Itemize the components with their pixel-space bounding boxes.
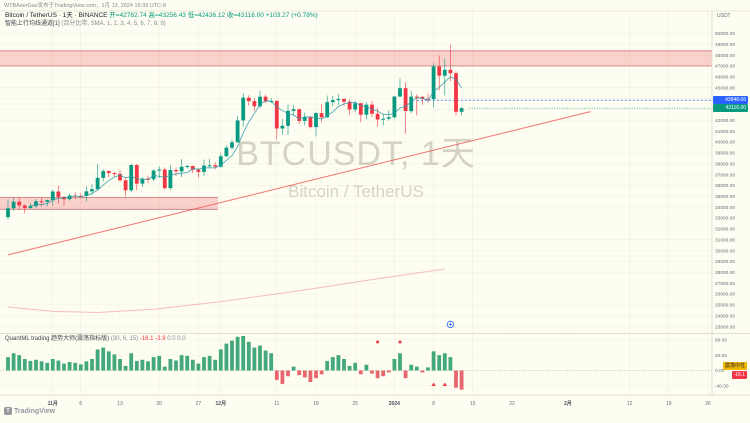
tradingview-icon: T bbox=[4, 407, 12, 415]
price-badge-blue: 43848.66 bbox=[713, 96, 748, 105]
svg-text:80.00: 80.00 bbox=[715, 338, 727, 344]
svg-text:18: 18 bbox=[313, 401, 319, 407]
svg-text:36000.00: 36000.00 bbox=[715, 183, 735, 189]
event-marker[interactable] bbox=[446, 320, 454, 328]
ohlc-open: 开=42782.74 bbox=[109, 12, 147, 19]
svg-text:34000.00: 34000.00 bbox=[715, 205, 735, 211]
oscillator-badge-neutral: 震荡中性 bbox=[722, 362, 747, 370]
svg-text:20: 20 bbox=[156, 401, 162, 407]
svg-text:50000.00: 50000.00 bbox=[715, 31, 735, 37]
tradingview-logo[interactable]: T TradingView bbox=[4, 407, 55, 415]
oscillator-badge-value: -16.1 bbox=[731, 371, 747, 379]
svg-text:32000.00: 32000.00 bbox=[715, 227, 735, 233]
svg-text:33000.00: 33000.00 bbox=[715, 216, 735, 222]
svg-text:42000.00: 42000.00 bbox=[715, 118, 735, 124]
attribution-bar: WTBAzerGaz发布于TradingView.com，1月 13, 2024… bbox=[4, 3, 167, 9]
svg-text:40.00: 40.00 bbox=[715, 353, 727, 359]
oscillator-name[interactable]: QuantML trading 趋势大师(震荡指标版) bbox=[5, 336, 110, 342]
svg-text:28000.00: 28000.00 bbox=[715, 270, 735, 276]
svg-text:41000.00: 41000.00 bbox=[715, 129, 735, 135]
oscillator-legend[interactable]: QuantML trading 趋势大师(震荡指标版) (30, 6, 15) … bbox=[5, 333, 186, 342]
oscillator-histogram bbox=[6, 336, 464, 390]
symbol-title[interactable]: Bitcoin / TetherUS · 1天 · BINANCE bbox=[5, 12, 108, 19]
price-badge-last: 43116.00 bbox=[713, 104, 748, 113]
indicator-row[interactable]: 智能上行均线通道[1] (百分比带, SMA, 1, 2, 3, 4, 5, 6… bbox=[5, 20, 318, 28]
svg-text:12月: 12月 bbox=[216, 400, 227, 407]
svg-text:11月: 11月 bbox=[48, 400, 58, 407]
watermark-name: Bitcoin / TetherUS bbox=[288, 182, 424, 201]
oscillator-value-3: 0.0 bbox=[167, 336, 176, 342]
candlesticks bbox=[6, 44, 464, 220]
resistance-zone-left bbox=[0, 197, 218, 210]
svg-text:27: 27 bbox=[196, 401, 202, 407]
svg-text:29000.00: 29000.00 bbox=[715, 259, 735, 265]
tradingview-logo-text: TradingView bbox=[14, 407, 56, 415]
oscillator-value-4: 0.0 bbox=[177, 336, 186, 342]
svg-text:26000.00: 26000.00 bbox=[715, 292, 735, 298]
svg-text:47000.00: 47000.00 bbox=[715, 64, 735, 70]
svg-text:0.00: 0.00 bbox=[715, 368, 725, 374]
chart-legend: Bitcoin / TetherUS · 1天 · BINANCE 开=4278… bbox=[5, 12, 318, 28]
oscillator-value-1: -16.1 bbox=[139, 336, 154, 342]
svg-text:15: 15 bbox=[470, 401, 476, 407]
svg-text:12: 12 bbox=[627, 401, 633, 407]
svg-text:38000.00: 38000.00 bbox=[715, 161, 735, 167]
oscillator-params: (30, 6, 15) bbox=[110, 336, 139, 342]
ohlc-high: 高=43256.43 bbox=[148, 12, 186, 19]
time-axis[interactable]: 11月 6 13 20 27 12月 11 18 25 2024 8 15 22 2月 12 19 26 bbox=[48, 400, 711, 407]
svg-text:35000.00: 35000.00 bbox=[715, 194, 735, 200]
svg-text:45000.00: 45000.00 bbox=[715, 85, 735, 91]
ascending-trendline bbox=[7, 111, 591, 256]
svg-text:48000.00: 48000.00 bbox=[715, 53, 735, 59]
svg-text:6: 6 bbox=[79, 401, 82, 407]
svg-text:31000.00: 31000.00 bbox=[715, 237, 735, 243]
svg-text:13: 13 bbox=[117, 401, 123, 407]
svg-text:30000.00: 30000.00 bbox=[715, 248, 735, 254]
svg-text:39000.00: 39000.00 bbox=[715, 151, 735, 157]
ohlc-low: 低=42436.12 bbox=[187, 12, 226, 19]
resistance-zone-upper bbox=[0, 50, 712, 66]
svg-text:22: 22 bbox=[509, 401, 515, 407]
svg-text:25000.00: 25000.00 bbox=[715, 303, 735, 309]
ohlc-change: +103.27 (+0.78%) bbox=[265, 12, 318, 19]
svg-text:25: 25 bbox=[352, 401, 358, 407]
indicator-name[interactable]: 智能上行均线通道[1] bbox=[5, 21, 60, 27]
price-axis-unit: USDT bbox=[717, 13, 731, 19]
svg-text:26: 26 bbox=[705, 401, 711, 407]
svg-text:49000.00: 49000.00 bbox=[715, 42, 735, 48]
oscillator-markers bbox=[376, 340, 447, 386]
svg-text:2024: 2024 bbox=[389, 401, 400, 407]
indicator-params: (百分比带, SMA, 1, 2, 3, 4, 5, 6, 7, 8, 9) bbox=[61, 21, 166, 27]
watermark: BTCUSDT, 1天 Bitcoin / TetherUS bbox=[0, 126, 712, 202]
svg-text:37000.00: 37000.00 bbox=[715, 172, 735, 178]
svg-text:2月: 2月 bbox=[564, 400, 572, 407]
resistance-zones bbox=[0, 50, 712, 210]
svg-text:11: 11 bbox=[274, 401, 279, 407]
svg-text:19: 19 bbox=[666, 401, 672, 407]
price-axis[interactable]: 50000.00 49000.00 48000.00 47000.00 46000.00… bbox=[715, 31, 735, 389]
svg-text:40000.00: 40000.00 bbox=[715, 140, 735, 146]
oscillator-value-2: -3.9 bbox=[155, 336, 166, 342]
watermark-symbol: BTCUSDT, 1天 bbox=[236, 135, 476, 173]
svg-text:-40.00: -40.00 bbox=[715, 384, 729, 390]
svg-text:46000.00: 46000.00 bbox=[715, 75, 735, 81]
svg-text:27000.00: 27000.00 bbox=[715, 281, 735, 287]
slow-ma-line bbox=[7, 268, 445, 313]
ohlc-close: 收=43116.00 bbox=[226, 12, 264, 19]
svg-text:23000.00: 23000.00 bbox=[715, 324, 735, 330]
svg-text:8: 8 bbox=[432, 401, 435, 407]
svg-text:24000.00: 24000.00 bbox=[715, 313, 735, 319]
sma-line bbox=[30, 76, 462, 207]
